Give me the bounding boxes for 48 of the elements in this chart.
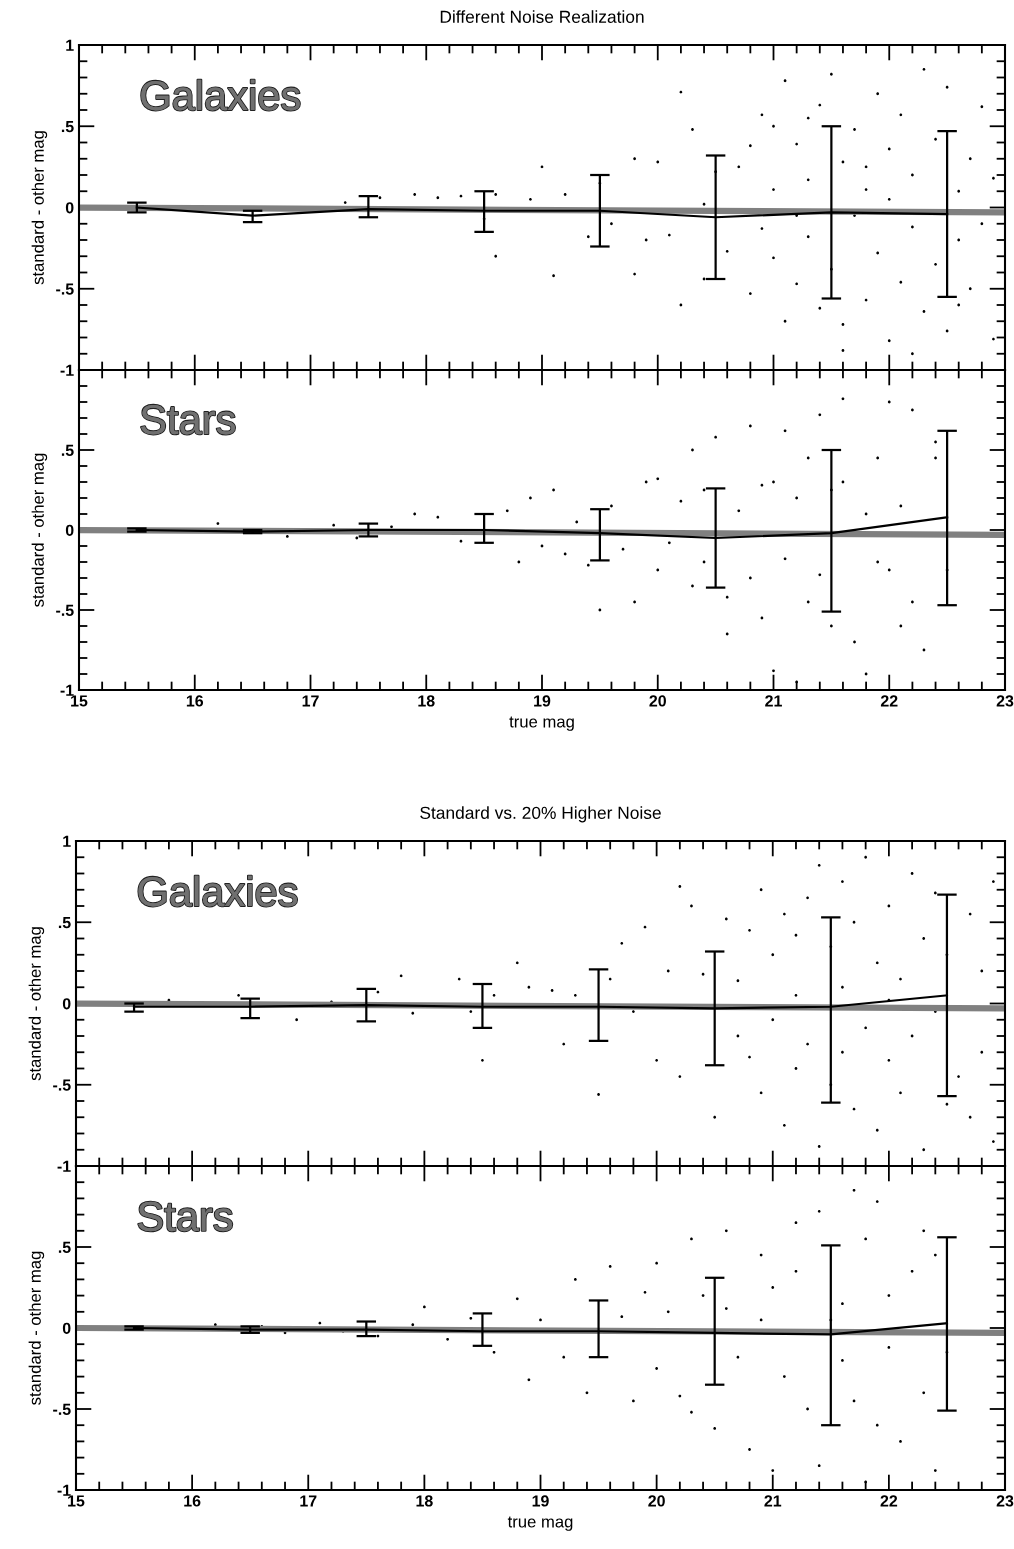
x-axis-title: true mag [507, 1516, 573, 1531]
y-tick-label: -1 [60, 364, 74, 376]
x-tick-label: 23 [996, 695, 1014, 707]
y-tick-label: 0 [65, 202, 74, 214]
x-axis-title: true mag [509, 716, 574, 731]
annotation: Stars [138, 1201, 233, 1232]
y-tick-label: -.5 [56, 604, 74, 616]
y-tick-label: -1 [57, 1484, 71, 1496]
x-tick-label: 20 [649, 695, 666, 707]
x-tick-label: 18 [418, 695, 435, 707]
y-axis-title: standard - other mag [28, 1251, 45, 1405]
x-tick-label: 17 [302, 695, 319, 707]
y-tick-label: -.5 [53, 1079, 71, 1091]
x-tick-label: 18 [416, 1495, 433, 1507]
annotation: Galaxies [138, 875, 297, 907]
y-tick-label: .5 [58, 1241, 71, 1253]
y-tick-label: -1 [57, 1160, 71, 1172]
y-tick-label: 0 [62, 998, 71, 1010]
y-axis-title: standard - other mag [31, 131, 48, 285]
x-tick-label: 16 [186, 695, 204, 707]
y-tick-label: -1 [60, 684, 74, 696]
y-axis-title: standard - other mag [28, 927, 45, 1081]
x-tick-label: 19 [534, 695, 551, 707]
x-tick-label: 17 [300, 1495, 317, 1507]
x-tick-label: 22 [880, 1495, 898, 1507]
y-tick-label: .5 [61, 121, 74, 133]
x-tick-label: 22 [880, 695, 898, 707]
annotation: Galaxies [141, 79, 300, 111]
y-tick-label: 1 [66, 39, 74, 51]
y-tick-label: -.5 [53, 1403, 71, 1415]
x-tick-label: 20 [648, 1495, 665, 1507]
x-tick-label: 15 [68, 1495, 85, 1507]
x-tick-label: 21 [765, 695, 782, 707]
y-tick-label: 1 [63, 835, 71, 847]
chart-title: Different Noise Realization [440, 10, 644, 23]
x-tick-label: 21 [764, 1495, 782, 1507]
y-tick-label: .5 [61, 444, 74, 456]
x-tick-label: 19 [532, 1495, 549, 1507]
x-tick-label: 23 [996, 1495, 1014, 1507]
y-tick-label: .5 [58, 917, 71, 929]
annotation: Stars [141, 404, 235, 435]
y-tick-label: 0 [62, 1322, 71, 1334]
y-axis-title: standard - other mag [31, 453, 48, 607]
y-tick-label: -.5 [56, 283, 74, 295]
chart-title: Standard vs. 20% Higher Noise [420, 806, 661, 823]
x-tick-label: 15 [71, 695, 88, 707]
y-tick-label: 0 [65, 524, 74, 536]
x-tick-label: 16 [184, 1495, 201, 1507]
